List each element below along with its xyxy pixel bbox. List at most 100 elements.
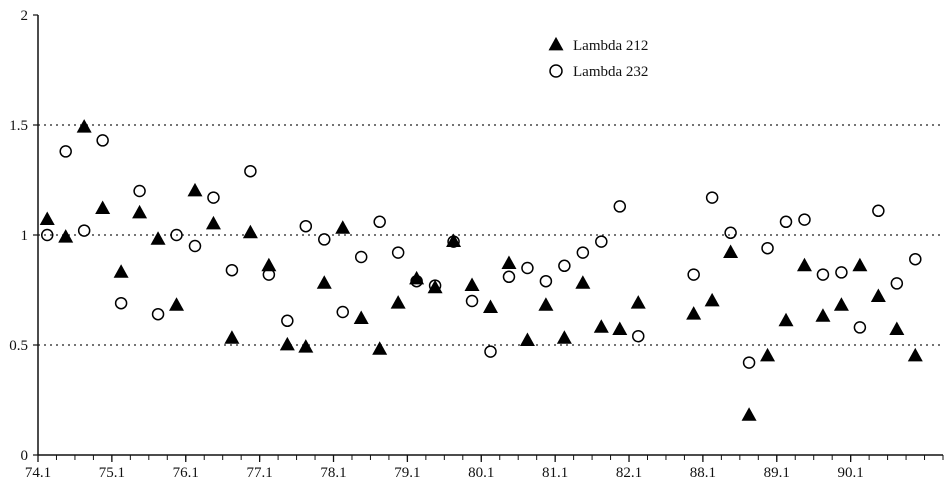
lambda-232-point: [613, 200, 627, 213]
lambda-212-point: [501, 255, 517, 269]
lambda-232-point: [890, 277, 904, 290]
lambda-212-point: [298, 339, 314, 353]
lambda-212-point: [169, 297, 185, 311]
lambda-212-point: [741, 407, 757, 421]
lambda-232-point: [724, 226, 737, 240]
lambda-212-point: [390, 295, 406, 309]
lambda-232-point: [484, 345, 497, 358]
lambda-212-point: [815, 308, 831, 322]
data-marks: [39, 119, 923, 421]
lambda-232-point: [779, 215, 793, 229]
lambda-212-point: [464, 277, 480, 291]
lambda-232-point: [595, 235, 608, 248]
lambda-212-point: [316, 275, 332, 289]
lambda-212-point: [205, 215, 221, 230]
y-tick-label: 0.5: [9, 338, 28, 354]
lambda-232-point: [465, 294, 479, 308]
lambda-232-point: [299, 219, 313, 233]
lambda-232-point: [170, 228, 183, 242]
x-tick-label: 76.1: [173, 465, 199, 481]
lambda-232-point: [96, 134, 109, 147]
lambda-212-point: [575, 275, 591, 289]
x-tick-label: 79.1: [394, 465, 420, 481]
legend: Lambda 212 Lambda 232: [548, 36, 648, 80]
lambda-212-point: [889, 321, 905, 335]
lambda-212-point: [76, 119, 92, 133]
lambda-232-point: [207, 191, 220, 204]
lambda-212-point: [778, 312, 794, 327]
lambda-212-point: [335, 220, 351, 234]
lambda-232-point: [151, 307, 165, 321]
x-tick-label: 90.1: [838, 465, 864, 481]
lambda-232-point: [742, 356, 756, 369]
lambda-212-point: [704, 292, 720, 307]
lambda-232-point: [521, 261, 534, 275]
lambda-212-point: [612, 321, 628, 335]
lambda-212-point: [870, 288, 886, 302]
lambda-232-point: [761, 241, 774, 255]
lambda-232-point: [188, 239, 202, 253]
lambda-232-point: [539, 274, 553, 288]
lambda-232-point: [632, 329, 645, 343]
lambda-212-point: [483, 299, 498, 313]
gridlines: [38, 124, 943, 346]
x-tick-label: 80.1: [468, 465, 494, 481]
x-tick-label: 81.1: [542, 465, 568, 481]
lambda-212-point: [686, 306, 702, 320]
lambda-212-point: [833, 297, 849, 311]
lambda-212-point: [409, 270, 425, 285]
lambda-212-point: [538, 297, 554, 311]
lambda-212-point: [723, 244, 739, 258]
lambda-232-point: [835, 266, 848, 279]
lambda-232-point: [705, 191, 719, 204]
lambda-232-point: [687, 268, 700, 281]
lambda-232-point: [872, 204, 885, 218]
x-tick-label: 74.1: [25, 465, 51, 481]
lambda-212-point: [224, 330, 240, 344]
lambda-232-point: [281, 314, 294, 328]
legend-circle-icon: [549, 64, 563, 78]
lambda-232-point: [502, 270, 516, 284]
lambda-212-point: [630, 295, 646, 309]
lambda-232-point: [354, 250, 368, 264]
lambda-232-point: [391, 246, 405, 259]
lambda-212-point: [132, 204, 148, 219]
lambda-232-point: [244, 164, 257, 178]
lambda-232-point: [114, 296, 128, 310]
x-tick-label: 82.1: [616, 465, 642, 481]
legend-label-lambda-232: Lambda 232: [573, 64, 648, 80]
lambda-212-point: [852, 257, 868, 272]
lambda-212-point: [39, 211, 55, 225]
y-tick-label: 1.5: [9, 118, 28, 134]
lambda-232-point: [59, 145, 72, 158]
lambda-212-point: [372, 341, 388, 355]
lambda-232-point: [77, 224, 91, 237]
legend-triangle-icon: [548, 36, 564, 51]
lambda-212-point: [907, 347, 923, 362]
lambda-232-point: [40, 228, 54, 242]
lambda-212-point: [261, 257, 277, 272]
lambda-232-point: [373, 215, 386, 229]
lambda-232-point: [558, 259, 571, 273]
x-ticks: 74.1 75.1 76.1 77.1 78.1 79.1 80.1 81.1 82.1 88.1…: [25, 455, 944, 481]
lambda-232-point: [816, 268, 830, 281]
y-tick-label: 1: [21, 228, 29, 244]
lambda-212-point: [187, 182, 203, 197]
lambda-212-point: [760, 347, 776, 362]
y-tick-label: 2: [21, 8, 29, 24]
lambda-212-point: [593, 319, 609, 333]
x-tick-label: 75.1: [99, 465, 125, 481]
x-tick-label: 89.1: [764, 465, 790, 481]
lambda-212-point: [242, 224, 258, 239]
lambda-212-point: [58, 229, 74, 243]
lambda-232-point: [909, 252, 922, 266]
lambda-212-point: [95, 200, 111, 214]
lambda-212-point: [279, 336, 295, 351]
lambda-212-point: [427, 279, 443, 294]
x-tick-label: 78.1: [320, 465, 346, 481]
lambda-232-point: [133, 184, 146, 198]
lambda-232-point: [576, 246, 590, 259]
lambda-232-point: [853, 321, 867, 334]
